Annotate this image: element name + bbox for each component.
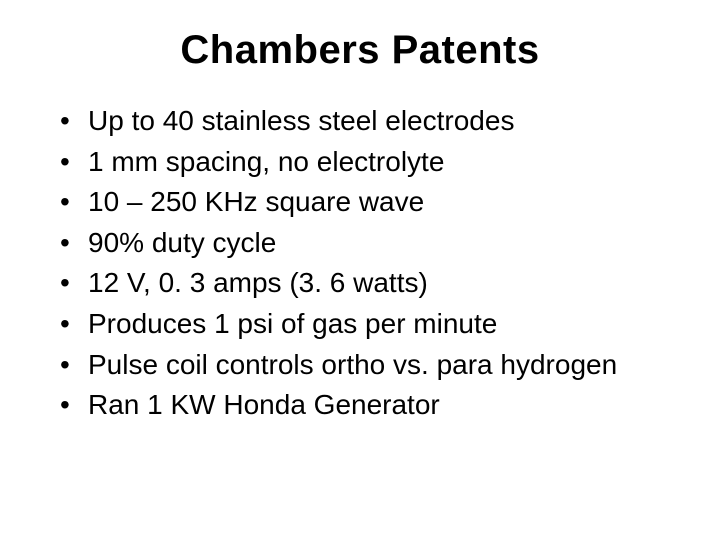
list-item: Up to 40 stainless steel electrodes bbox=[60, 101, 672, 142]
list-item: 90% duty cycle bbox=[60, 223, 672, 264]
list-item: Ran 1 KW Honda Generator bbox=[60, 385, 672, 426]
list-item: 1 mm spacing, no electrolyte bbox=[60, 142, 672, 183]
slide-title: Chambers Patents bbox=[48, 28, 672, 73]
list-item: 10 – 250 KHz square wave bbox=[60, 182, 672, 223]
list-item: Pulse coil controls ortho vs. para hydro… bbox=[60, 345, 672, 386]
list-item: Produces 1 psi of gas per minute bbox=[60, 304, 672, 345]
bullet-list: Up to 40 stainless steel electrodes 1 mm… bbox=[48, 101, 672, 426]
list-item: 12 V, 0. 3 amps (3. 6 watts) bbox=[60, 263, 672, 304]
slide: Chambers Patents Up to 40 stainless stee… bbox=[0, 0, 720, 540]
